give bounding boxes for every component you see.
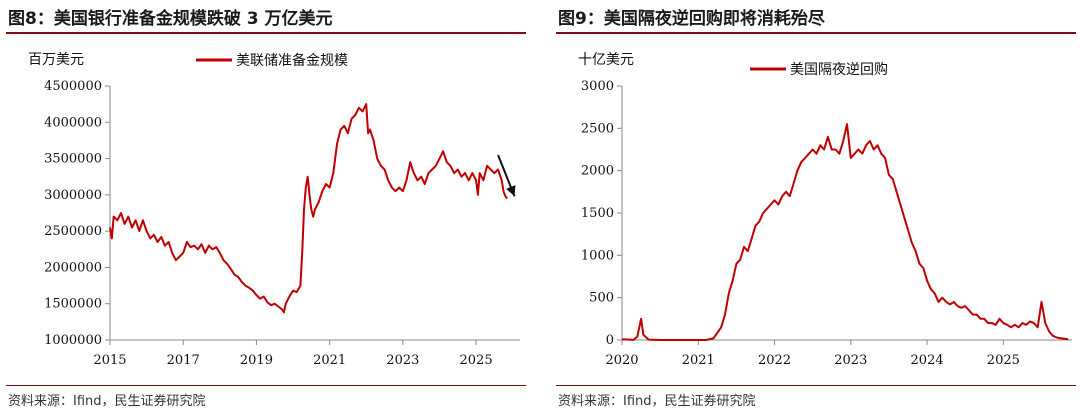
y-tick-label: 0 bbox=[606, 333, 614, 348]
x-tick-label: 2021 bbox=[313, 353, 346, 368]
series-line bbox=[621, 123, 1069, 341]
x-tick-label: 2022 bbox=[758, 353, 791, 368]
figure-title: 图8：美国银行准备金规模跌破 3 万亿美元 bbox=[8, 9, 333, 29]
y-tick-label: 4500000 bbox=[44, 79, 102, 94]
y-tick-label: 2500 bbox=[581, 121, 614, 136]
y-tick-label: 3500000 bbox=[44, 152, 102, 167]
legend-label: 美国隔夜逆回购 bbox=[790, 62, 888, 78]
x-tick-label: 2024 bbox=[911, 353, 944, 368]
x-tick-label: 2023 bbox=[834, 353, 867, 368]
reverse-repo-line-chart: 十亿美元 0 500 1000 1500 2000 2500 3000 2020 2021 2022… bbox=[578, 52, 1072, 368]
x-tick-label: 2019 bbox=[240, 353, 273, 368]
y-tick-label: 1500 bbox=[581, 206, 614, 221]
y-tick-label: 3000000 bbox=[44, 188, 102, 203]
chart-panel-reverse-repo: 图9：美国隔夜逆回购即将消耗殆尽 十亿美元 0 500 1000 1500 2000 250… bbox=[550, 0, 1080, 413]
x-tick-label: 2020 bbox=[605, 353, 638, 368]
x-tick-label: 2023 bbox=[386, 353, 419, 368]
y-unit-label: 十亿美元 bbox=[578, 52, 634, 68]
y-tick-label: 1500000 bbox=[44, 297, 102, 312]
source-note: 资料来源：Ifind，民生证券研究院 bbox=[558, 394, 756, 409]
y-tick-label: 1000000 bbox=[44, 333, 102, 348]
x-tick-label: 2025 bbox=[987, 353, 1020, 368]
source-divider bbox=[556, 385, 1076, 386]
y-tick-label: 2000 bbox=[581, 164, 614, 179]
x-tick-label: 2015 bbox=[93, 353, 126, 368]
source-divider bbox=[6, 385, 526, 386]
legend-label: 美联储准备金规模 bbox=[236, 52, 348, 69]
chart-panel-reserves: 图8：美国银行准备金规模跌破 3 万亿美元 百万美元 1000000 1500000… bbox=[0, 0, 530, 413]
y-tick-label: 2000000 bbox=[44, 260, 102, 275]
series-line bbox=[109, 103, 508, 314]
x-tick-label: 2025 bbox=[460, 353, 493, 368]
x-tick-label: 2021 bbox=[682, 353, 715, 368]
y-unit-label: 百万美元 bbox=[28, 52, 84, 68]
trend-arrow-icon bbox=[497, 154, 516, 197]
x-tick-label: 2017 bbox=[167, 353, 200, 368]
y-tick-label: 3000 bbox=[581, 79, 614, 94]
source-note: 资料来源：Ifind，民生证券研究院 bbox=[8, 394, 206, 409]
y-tick-label: 2500000 bbox=[44, 224, 102, 239]
y-tick-label: 1000 bbox=[581, 248, 614, 263]
title-divider bbox=[6, 32, 526, 34]
y-tick-label: 4000000 bbox=[44, 115, 102, 130]
title-divider bbox=[556, 32, 1076, 34]
y-tick-label: 500 bbox=[589, 291, 614, 306]
figure-title: 图9：美国隔夜逆回购即将消耗殆尽 bbox=[558, 9, 825, 29]
reserves-line-chart: 百万美元 1000000 1500000 2000000 2500000 3000000 3… bbox=[28, 52, 520, 368]
